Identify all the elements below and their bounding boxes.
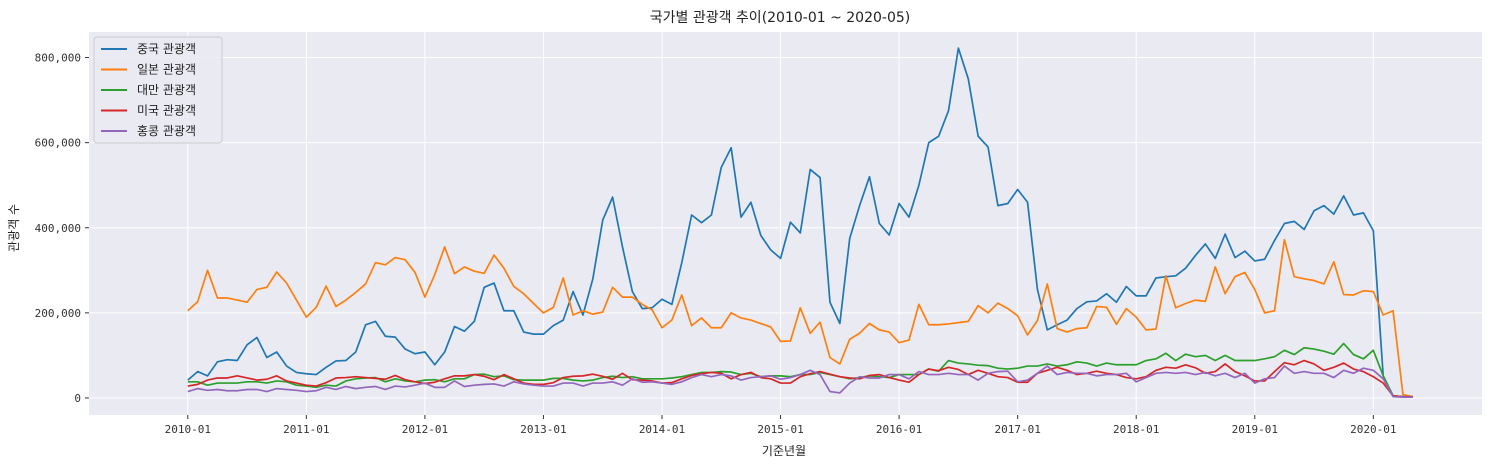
series-line-0	[187, 47, 1413, 398]
legend-label-2: 대만 관광객	[137, 83, 196, 97]
series-line-4	[187, 365, 1413, 398]
x-tick-label: 2014-01	[639, 423, 685, 436]
legend-box	[93, 36, 223, 144]
y-tick-label: 0	[74, 392, 81, 405]
x-tick-label: 2020-01	[1350, 423, 1396, 436]
y-tick-label: 200,000	[35, 307, 81, 320]
legend-label-4: 홍콩 관광객	[137, 124, 196, 138]
legend-label-1: 일본 관광객	[137, 63, 196, 77]
x-tick-label: 2018-01	[1113, 423, 1159, 436]
grid-lines	[89, 32, 1482, 415]
y-tick-label: 400,000	[35, 222, 81, 235]
x-tick-label: 2016-01	[876, 423, 922, 436]
legend-label-3: 미국 관광객	[137, 104, 196, 118]
series-lines	[187, 47, 1414, 398]
plot-area	[89, 32, 1482, 415]
x-axis-label: 기준년월	[762, 444, 806, 458]
x-tick-label: 2017-01	[994, 423, 1040, 436]
x-tick-label: 2011-01	[283, 423, 329, 436]
x-tick-label: 2013-01	[520, 423, 566, 436]
x-tick-label: 2015-01	[757, 423, 803, 436]
series-line-1	[187, 238, 1414, 398]
x-tick-label: 2019-01	[1232, 423, 1278, 436]
y-tick-label: 600,000	[35, 137, 81, 150]
chart-title: 국가별 관광객 추이(2010-01 ~ 2020-05)	[650, 10, 911, 26]
x-tick-label: 2010-01	[165, 423, 211, 436]
legend-label-0: 중국 관광객	[137, 42, 196, 56]
y-tick-label: 800,000	[35, 52, 81, 65]
x-axis-ticks: 2010-01 2011-01 2012-01 2013-01 2014-01 2015-…	[165, 415, 1397, 436]
y-axis-ticks: 0 200,000 400,000 600,000 800,000	[35, 52, 89, 405]
y-axis-label: 관광객 수	[7, 204, 21, 252]
x-tick-label: 2012-01	[402, 423, 448, 436]
